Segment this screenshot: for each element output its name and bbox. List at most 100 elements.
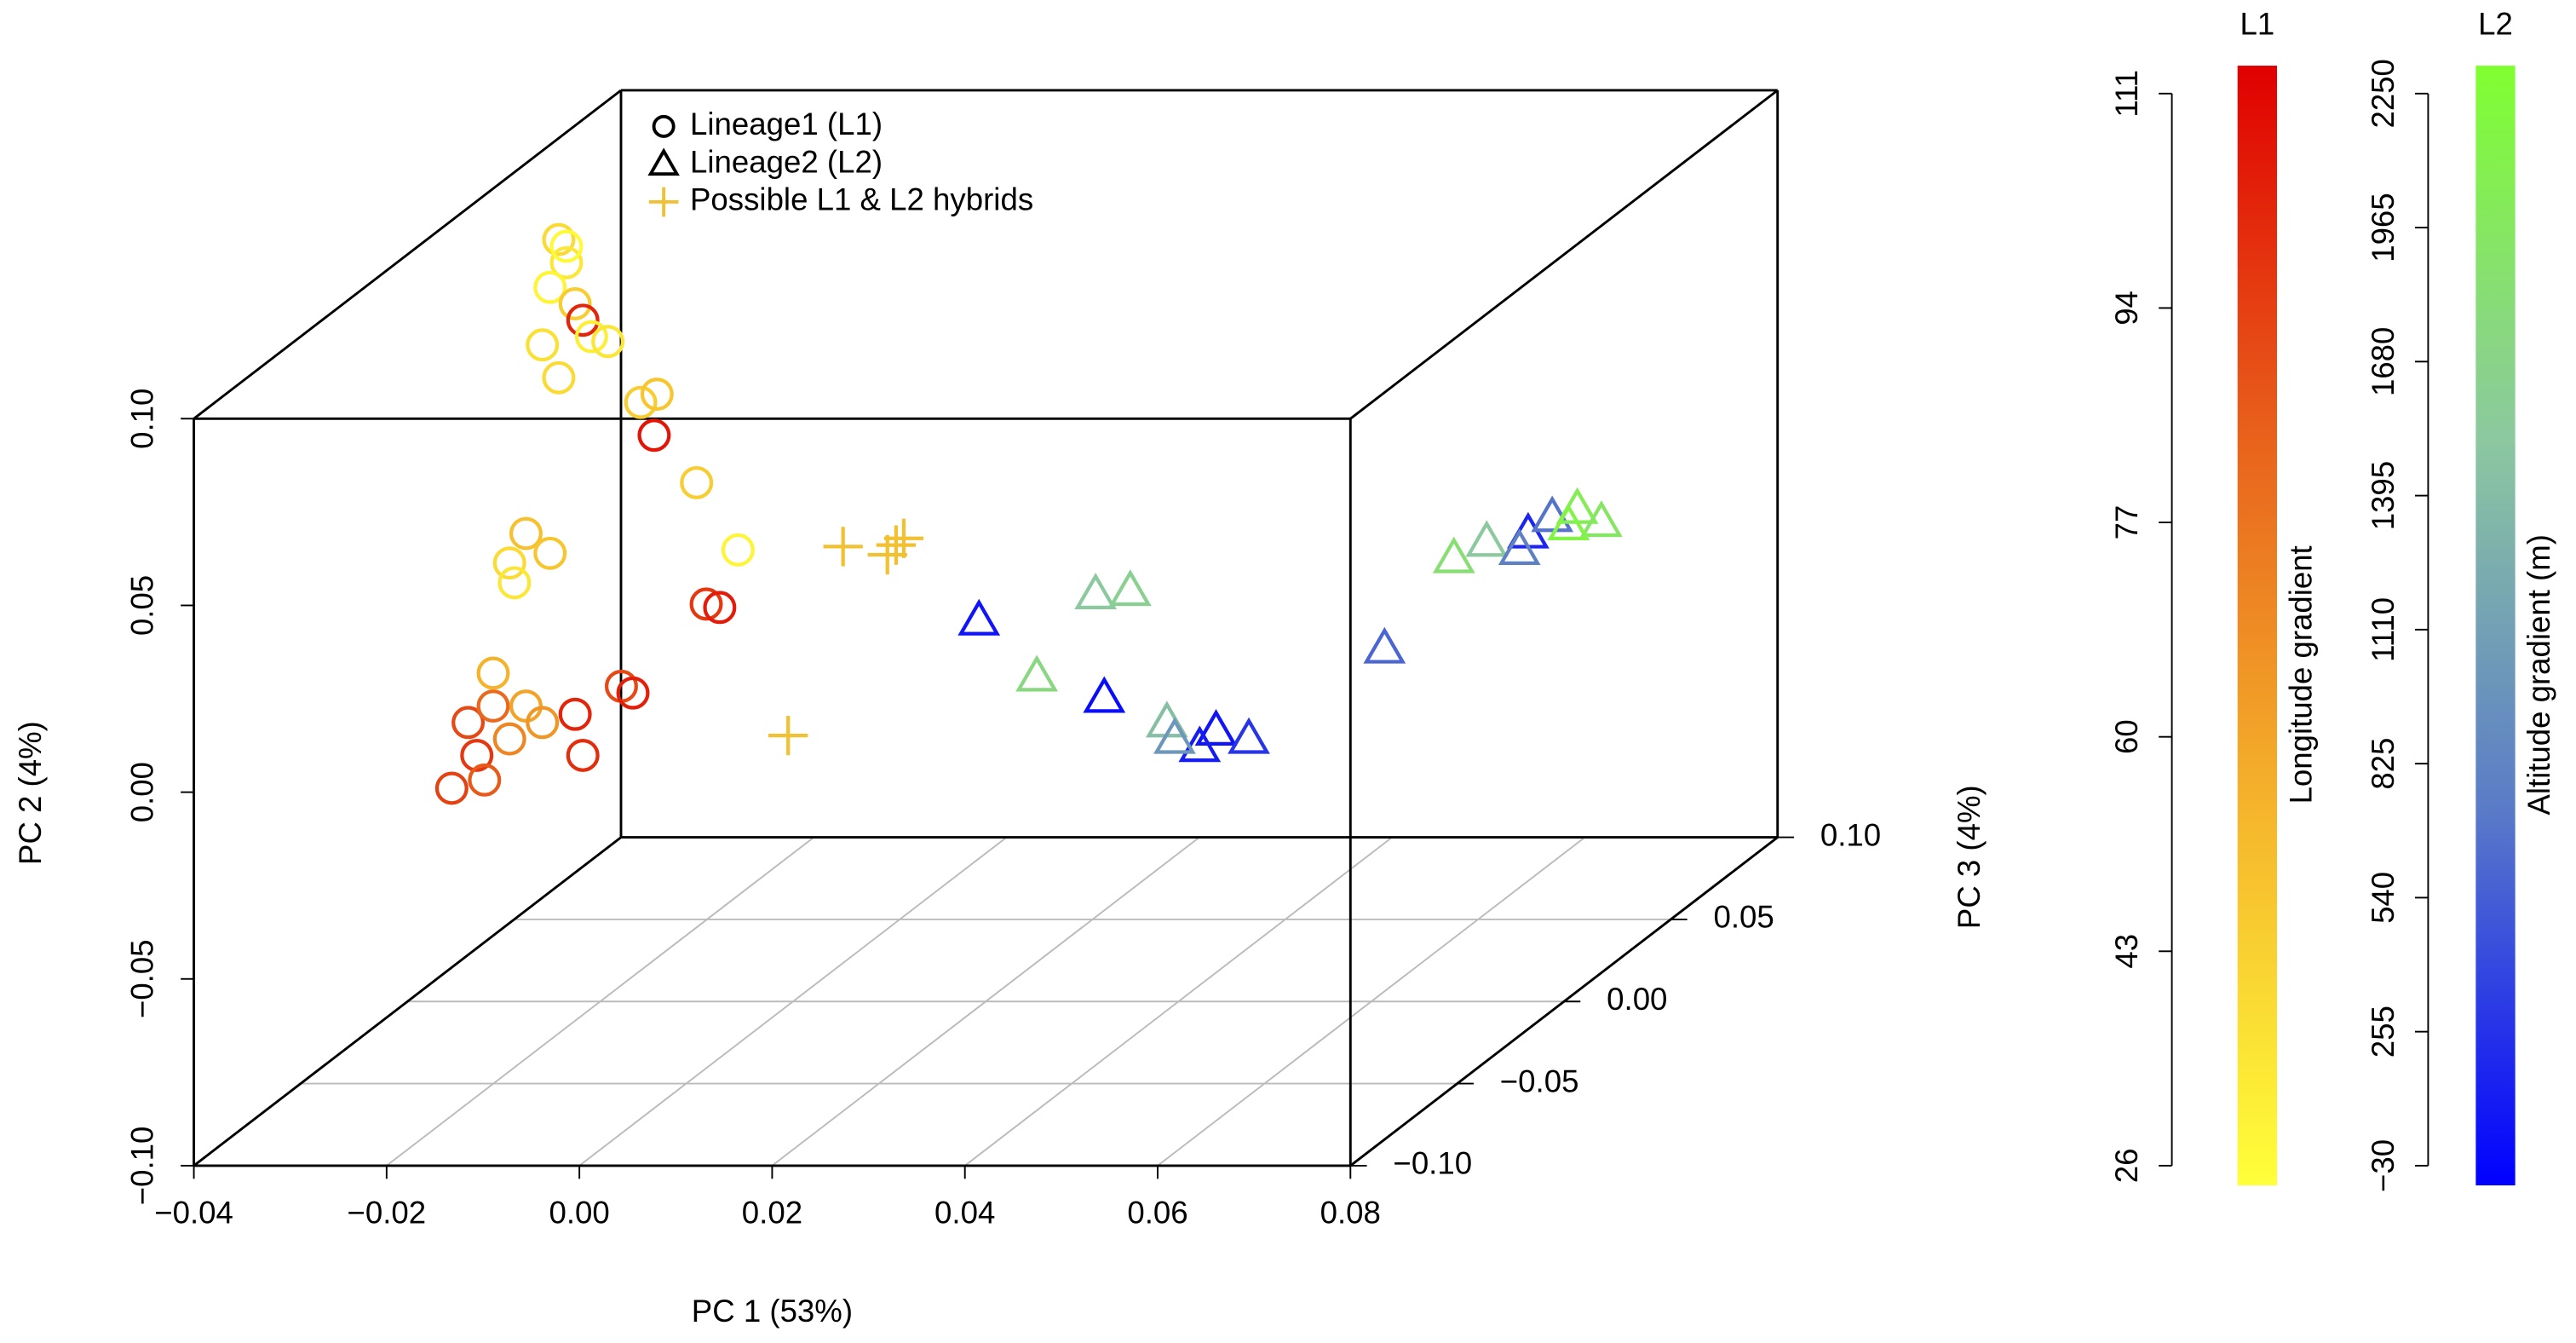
point [492, 722, 526, 756]
z-tick-label: 0.05 [1714, 900, 1774, 935]
colorbar-tick-label: 1965 [2366, 193, 2401, 262]
point [1547, 504, 1590, 541]
point [574, 320, 608, 354]
x-tick-label: 0.02 [742, 1195, 802, 1230]
y-axis-label: PC 2 (4%) [13, 721, 48, 865]
colorbar-tick-label: 825 [2366, 738, 2401, 790]
colorbar-tick-label: 43 [2109, 934, 2144, 969]
legend-label: Possible L1 & L2 hybrids [690, 182, 1033, 217]
colorbar-tick-label: −30 [2366, 1139, 2401, 1192]
colorbar-tick-label: 111 [2109, 70, 2144, 118]
point [1363, 626, 1406, 664]
x-axis-label: PC 1 (53%) [692, 1294, 853, 1329]
point [509, 689, 543, 723]
colorbar-title: L2 [2478, 7, 2513, 42]
point [460, 738, 494, 772]
point [1108, 569, 1152, 607]
point [566, 738, 600, 772]
box-edge [193, 836, 622, 1167]
point [883, 518, 924, 558]
x-tick-label: −0.04 [154, 1195, 233, 1230]
x-tick-label: −0.02 [348, 1195, 427, 1230]
x-tick-label: 0.06 [1127, 1195, 1187, 1230]
point [542, 360, 576, 395]
legend-label: Lineage1 (L1) [690, 107, 883, 141]
colorbar-label: Longitude gradient [2284, 545, 2319, 804]
point [1580, 500, 1623, 538]
point [1498, 528, 1541, 565]
colorbar [2475, 66, 2516, 1186]
z-tick-label: 0.10 [1820, 817, 1881, 852]
point [476, 689, 510, 723]
point [703, 591, 737, 625]
z-tick-label: 0.00 [1607, 982, 1667, 1017]
point [1074, 573, 1118, 610]
colorbar-tick-label: 60 [2109, 719, 2144, 754]
y-tick-label: −0.10 [124, 1127, 159, 1206]
point [640, 378, 674, 412]
point [1465, 520, 1509, 557]
point [876, 525, 917, 565]
point [1015, 654, 1059, 692]
point [558, 287, 592, 320]
point [549, 229, 584, 263]
point [1153, 717, 1196, 754]
z-axis-label: PC 3 (4%) [1952, 785, 1987, 929]
y-tick-label: 0.10 [124, 389, 159, 449]
point [542, 222, 576, 256]
legend-marker [647, 147, 680, 176]
point [533, 536, 567, 570]
colorbar-tick-label: 94 [2109, 291, 2144, 326]
y-tick-label: −0.05 [124, 939, 159, 1018]
point [526, 706, 560, 740]
point [689, 587, 723, 621]
colorbar-tick-label: 2250 [2366, 59, 2401, 128]
point [1228, 717, 1270, 754]
x-tick-label: 0.00 [549, 1195, 609, 1230]
colorbar-tick-label: 540 [2366, 872, 2401, 924]
point [867, 534, 907, 575]
box-edge [193, 89, 622, 420]
colorbar-tick-label: 77 [2109, 505, 2144, 540]
point [549, 245, 584, 280]
colorbar-tick-label: 1680 [2366, 327, 2401, 396]
point [591, 325, 625, 359]
point [492, 546, 526, 580]
point [509, 516, 543, 550]
point [434, 771, 469, 805]
legend-marker [648, 187, 679, 217]
point [451, 706, 486, 740]
legend-marker [652, 114, 676, 138]
point [1194, 709, 1238, 746]
colorbar [2237, 66, 2277, 1186]
colorbar-label: Altitude gradient (m) [2521, 534, 2556, 815]
point [1432, 536, 1475, 574]
z-tick-label: −0.05 [1500, 1063, 1579, 1098]
point [533, 270, 567, 304]
x-tick-label: 0.08 [1320, 1195, 1381, 1230]
legend-label: Lineage2 (L2) [690, 144, 883, 179]
point [1178, 725, 1222, 763]
colorbar-tick-label: 1110 [2366, 597, 2401, 662]
point [823, 527, 863, 567]
point [497, 566, 532, 600]
point [721, 533, 755, 567]
z-tick-label: −0.10 [1393, 1146, 1472, 1181]
y-tick-label: 0.05 [124, 575, 159, 636]
point [616, 676, 650, 710]
point [566, 303, 600, 337]
point [526, 328, 560, 362]
point [468, 763, 502, 797]
point [558, 697, 592, 731]
x-tick-label: 0.04 [934, 1195, 995, 1230]
y-tick-label: 0.00 [124, 762, 159, 822]
point [476, 656, 510, 690]
point [680, 465, 714, 499]
colorbar-tick-label: 26 [2109, 1149, 2144, 1184]
point [624, 385, 658, 419]
colorbar-tick-label: 1395 [2366, 461, 2401, 530]
colorbar-tick-label: 255 [2366, 1006, 2401, 1058]
point [637, 418, 671, 452]
colorbar-title: L1 [2240, 7, 2274, 42]
